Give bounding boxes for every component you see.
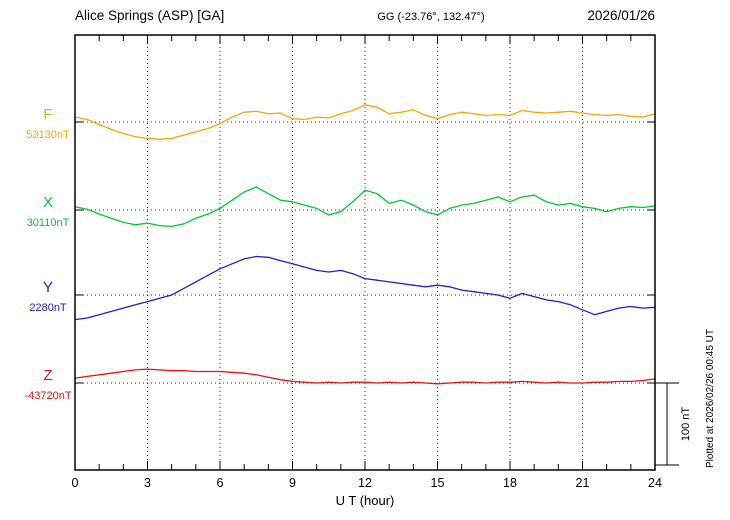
observation-date: 2026/01/26 [587, 8, 655, 23]
station-title: Alice Springs (ASP) [GA] [75, 8, 225, 23]
trace-F [74, 104, 656, 140]
component-label-Z: Z [43, 367, 52, 384]
geographic-coordinates: GG (-23.76°, 132.47°) [377, 11, 485, 23]
x-axis-label: U T (hour) [335, 493, 395, 508]
baseline-value-F: 53130nT [26, 129, 70, 141]
baseline-value-Z: -43720nT [24, 390, 71, 402]
trace-X [74, 186, 656, 228]
x-tick-label: 15 [431, 476, 445, 490]
x-tick-label: 3 [144, 476, 151, 490]
trace-Z [74, 368, 656, 385]
trace-Y [74, 255, 656, 321]
x-tick-label: 21 [576, 476, 590, 490]
x-tick-label: 6 [217, 476, 224, 490]
plotted-note: Plotted at 2026/02/26 00:45 UT [705, 329, 716, 468]
plot-frame [74, 34, 656, 471]
x-tick-label: 18 [503, 476, 517, 490]
scale-bar-label: 100 nT [680, 407, 692, 442]
baseline-value-X: 30110nT [27, 217, 70, 229]
baseline-value-Y: 2280nT [29, 302, 67, 314]
x-tick-label: 0 [72, 476, 79, 490]
component-label-Y: Y [43, 279, 53, 296]
component-label-X: X [43, 194, 53, 211]
x-tick-label: 12 [358, 476, 372, 490]
component-label-F: F [43, 106, 52, 123]
x-tick-label: 24 [648, 476, 662, 490]
x-tick-label: 9 [289, 476, 296, 490]
